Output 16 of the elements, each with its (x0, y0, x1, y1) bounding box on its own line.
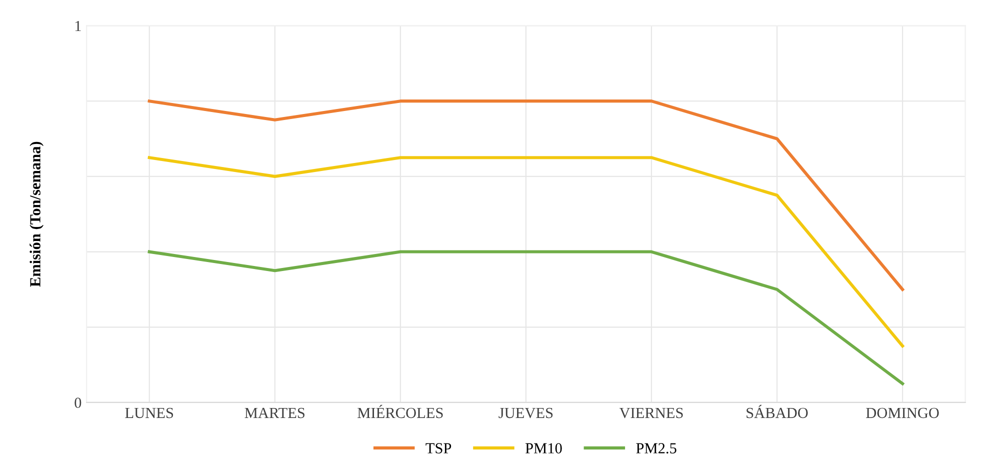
x-tick-label: LUNES (125, 408, 174, 418)
x-tick-label: DOMINGO (866, 408, 939, 418)
line-series (148, 250, 904, 386)
y-axis-title: Emisión (Ton/semana) (30, 142, 44, 287)
x-tick-label: SÁBADO (746, 404, 808, 418)
legend-label: PM2.5 (636, 443, 676, 454)
legend-label: TSP (426, 443, 452, 454)
line-series (148, 156, 904, 348)
y-tick-label: 0 (74, 398, 82, 408)
x-tick-label: MARTES (244, 408, 304, 418)
legend-label: PM10 (525, 443, 562, 454)
x-tick-label: VIERNES (619, 408, 683, 418)
x-tick-label: MIÉRCOLES (358, 404, 443, 418)
y-tick-label: 1 (75, 20, 81, 32)
x-tick-label: JUEVES (498, 408, 553, 418)
line-series (148, 100, 904, 291)
